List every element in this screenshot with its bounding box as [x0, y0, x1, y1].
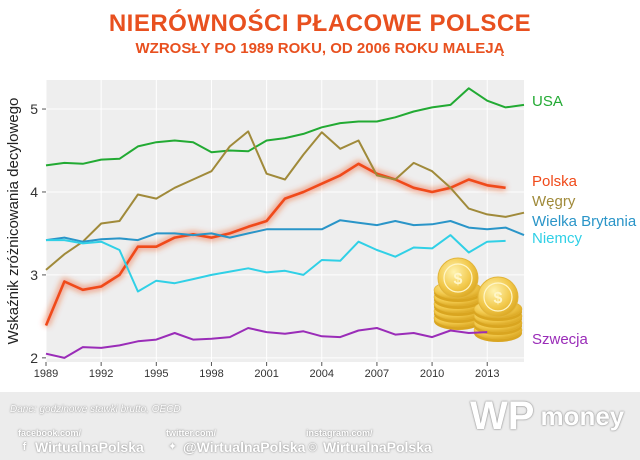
- line-chart: 1989 1992 1995 1998 2001 2004 2007 2010 2013 2 3 4 5…: [5, 80, 637, 380]
- series-label-wielka-brytania: Wielka Brytania: [532, 213, 637, 230]
- x-tick-label: 1989: [34, 368, 58, 380]
- x-tick-label: 1998: [199, 368, 223, 380]
- x-tick-label: 2013: [475, 368, 499, 380]
- series-label-usa: USA: [532, 93, 563, 110]
- coins-illustration: $$: [433, 257, 523, 342]
- facebook-url-prefix: facebook.com/: [18, 428, 82, 438]
- dollar-sign: $: [494, 290, 503, 307]
- instagram-link[interactable]: instagram.com/ ◎ WirtualnaPolska: [306, 428, 432, 455]
- instagram-url-prefix: instagram.com/: [306, 428, 373, 438]
- x-tick-label: 1992: [89, 368, 113, 380]
- y-tick-label: 5: [30, 101, 38, 117]
- series-label-polska: Polska: [532, 173, 578, 190]
- facebook-handle: WirtualnaPolska: [35, 439, 144, 455]
- y-tick-label: 3: [30, 267, 38, 283]
- series-line-wegry: [45, 130, 525, 271]
- series-label-szwecja: Szwecja: [532, 331, 589, 348]
- twitter-handle: @WirtualnaPolska: [183, 439, 306, 455]
- coin-rim: [443, 263, 473, 293]
- facebook-link[interactable]: facebook.com/ f WirtualnaPolska: [18, 428, 144, 455]
- wp-logo-text: WP: [470, 394, 535, 438]
- x-tick-label: 2007: [365, 368, 389, 380]
- footer-band: [0, 392, 640, 460]
- y-tick-label: 4: [30, 184, 38, 200]
- series-label-wegry: Węgry: [532, 193, 576, 210]
- series-line-niemcy: [46, 234, 506, 293]
- chart-subtitle: WZROSŁY PO 1989 ROKU, OD 2006 ROKU MALEJ…: [135, 40, 505, 57]
- source-note: Dane: godzinowe stawki brutto, OECD: [10, 404, 181, 415]
- series-label-niemcy: Niemcy: [532, 230, 583, 247]
- money-logo-text: money: [540, 400, 625, 431]
- twitter-link[interactable]: twitter.com/ ✦ @WirtualnaPolska: [166, 428, 305, 455]
- series-line-szwecja: [45, 327, 488, 359]
- facebook-icon: f: [22, 440, 27, 453]
- x-tick-label: 2010: [420, 368, 444, 380]
- series-line-wielka-brytania: [45, 219, 525, 243]
- chart-title: NIERÓWNOŚCI PŁACOWE POLSCE: [108, 10, 532, 37]
- x-tick-label: 2001: [254, 368, 278, 380]
- y-tick-label: 2: [30, 350, 38, 366]
- series-line-polska: [44, 162, 506, 327]
- instagram-icon: ◎: [307, 440, 318, 453]
- twitter-url-prefix: twitter.com/: [166, 428, 217, 438]
- instagram-handle: WirtualnaPolska: [323, 439, 432, 455]
- y-axis-label: Wskaźnik zróżnicowania decylowego: [5, 98, 22, 345]
- x-tick-label: 1995: [144, 368, 168, 380]
- x-tick-label: 2004: [310, 368, 334, 380]
- dollar-sign: $: [454, 271, 463, 288]
- twitter-icon: ✦: [167, 440, 178, 453]
- series-line-usa: [45, 87, 525, 167]
- wp-money-logo: WP money: [470, 396, 624, 436]
- coin-rim: [483, 282, 513, 312]
